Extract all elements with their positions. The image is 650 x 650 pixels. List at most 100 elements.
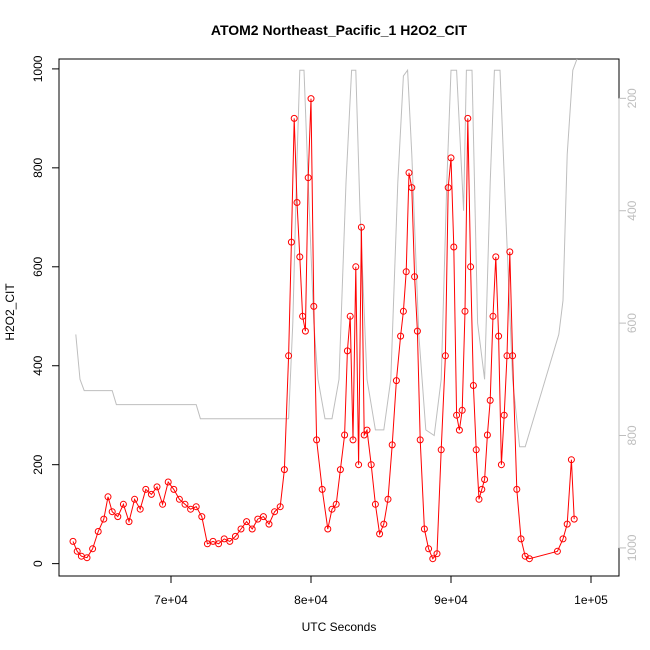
data-point bbox=[328, 505, 336, 513]
y-tick-label: 800 bbox=[31, 157, 45, 177]
data-point bbox=[299, 312, 307, 320]
data-point bbox=[203, 540, 211, 548]
data-point bbox=[243, 518, 251, 526]
right-axis: 200 400 600 800 1000 bbox=[618, 88, 639, 561]
data-point bbox=[142, 485, 150, 493]
data-point bbox=[399, 307, 407, 315]
series-line bbox=[72, 98, 575, 560]
right-tick-label: 1000 bbox=[625, 534, 639, 561]
x-tick-label: 8e+04 bbox=[294, 593, 328, 607]
right-tick-label: 400 bbox=[625, 200, 639, 220]
x-tick-label: 7e+04 bbox=[154, 593, 188, 607]
data-point bbox=[486, 396, 494, 404]
data-point bbox=[114, 513, 122, 521]
secondary-trace bbox=[75, 58, 578, 448]
data-point bbox=[453, 411, 461, 419]
data-point bbox=[497, 461, 505, 469]
data-point bbox=[170, 485, 178, 493]
data-point bbox=[455, 426, 463, 434]
data-point bbox=[280, 466, 288, 474]
data-point bbox=[416, 436, 424, 444]
data-point bbox=[433, 550, 441, 558]
data-point bbox=[220, 535, 228, 543]
data-point bbox=[301, 327, 309, 335]
data-point bbox=[290, 114, 298, 122]
data-point bbox=[478, 485, 486, 493]
data-point bbox=[402, 268, 410, 276]
data-point bbox=[271, 508, 279, 516]
data-point bbox=[441, 352, 449, 360]
y-tick-label: 400 bbox=[31, 355, 45, 375]
data-point bbox=[83, 554, 91, 562]
data-point bbox=[517, 535, 525, 543]
data-point bbox=[69, 537, 77, 545]
data-point bbox=[231, 532, 239, 540]
data-point bbox=[287, 238, 295, 246]
data-point bbox=[388, 441, 396, 449]
data-point bbox=[198, 513, 206, 521]
x-tick-label: 9e+04 bbox=[434, 593, 468, 607]
data-point bbox=[563, 520, 571, 528]
data-point bbox=[444, 184, 452, 192]
data-point bbox=[276, 503, 284, 511]
right-tick-label: 600 bbox=[625, 313, 639, 333]
data-point bbox=[159, 500, 167, 508]
data-point bbox=[349, 436, 357, 444]
data-point bbox=[94, 528, 102, 535]
data-point bbox=[392, 377, 400, 385]
data-point bbox=[265, 520, 273, 528]
data-point bbox=[343, 347, 351, 355]
data-point bbox=[313, 436, 321, 444]
data-point bbox=[226, 537, 234, 545]
data-point bbox=[489, 312, 497, 320]
data-point bbox=[119, 500, 127, 508]
data-point bbox=[147, 490, 155, 498]
right-tick-label: 200 bbox=[625, 88, 639, 108]
data-point bbox=[341, 431, 349, 439]
data-point bbox=[363, 426, 371, 434]
data-point bbox=[215, 540, 223, 548]
data-point bbox=[411, 273, 419, 281]
data-point bbox=[153, 483, 161, 491]
data-point bbox=[492, 253, 500, 261]
data-point bbox=[296, 253, 304, 261]
data-point bbox=[304, 174, 312, 182]
data-point bbox=[475, 495, 483, 503]
data-point bbox=[500, 411, 508, 419]
data-point bbox=[408, 184, 416, 192]
data-point bbox=[285, 352, 293, 360]
data-point bbox=[567, 456, 575, 464]
data-point bbox=[73, 547, 81, 555]
data-point bbox=[472, 446, 480, 454]
data-point bbox=[108, 508, 116, 516]
data-point bbox=[324, 525, 332, 533]
y-tick-label: 200 bbox=[31, 454, 45, 474]
data-point bbox=[559, 535, 567, 543]
data-point bbox=[413, 327, 421, 335]
data-point bbox=[192, 503, 200, 511]
data-point bbox=[429, 555, 437, 563]
data-point bbox=[458, 406, 466, 414]
data-point bbox=[175, 495, 183, 503]
data-point bbox=[483, 431, 491, 439]
y-tick-label: 1000 bbox=[31, 55, 45, 82]
data-point bbox=[355, 461, 363, 469]
data-point bbox=[310, 302, 318, 310]
secondary-line bbox=[75, 58, 578, 448]
data-point bbox=[164, 478, 172, 486]
data-point bbox=[570, 515, 578, 523]
data-point bbox=[437, 446, 445, 454]
data-point bbox=[469, 382, 477, 389]
data-point bbox=[181, 500, 189, 508]
data-point bbox=[481, 476, 489, 483]
x-tick-label: 1e+05 bbox=[574, 593, 608, 607]
data-point bbox=[131, 495, 139, 503]
data-point bbox=[136, 505, 144, 513]
y-tick-label: 600 bbox=[31, 256, 45, 276]
data-point bbox=[254, 515, 262, 523]
data-point bbox=[425, 545, 433, 553]
data-point bbox=[332, 500, 340, 508]
y-axis: 0 200 400 600 800 1000 bbox=[31, 55, 60, 567]
data-point bbox=[125, 518, 133, 526]
